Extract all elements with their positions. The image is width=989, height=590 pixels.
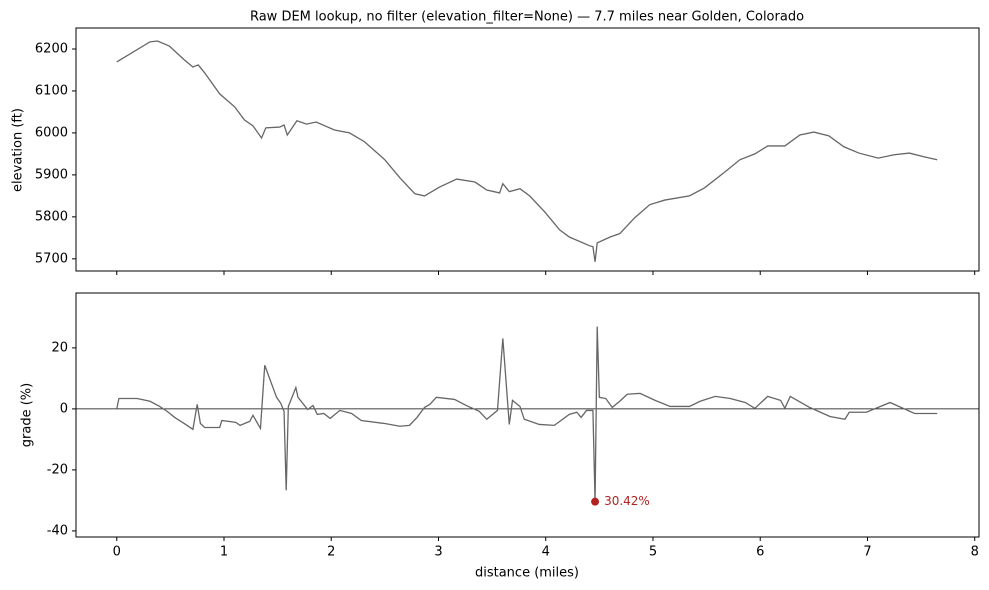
x-tick-label: 6 <box>756 545 764 560</box>
y-tick-label: 5700 <box>35 251 68 266</box>
highlight-label: 30.42% <box>604 494 650 508</box>
x-tick-label: 4 <box>542 545 550 560</box>
y-axis-label: grade (%) <box>20 383 35 447</box>
x-tick-label: 5 <box>649 545 657 560</box>
chart-title: Raw DEM lookup, no filter (elevation_fil… <box>250 10 804 25</box>
y-tick-label: 20 <box>51 340 68 355</box>
y-tick-label: 5900 <box>35 167 68 182</box>
y-tick-label: 0 <box>60 401 68 416</box>
y-tick-label: 6000 <box>35 125 68 140</box>
x-tick-label: 8 <box>971 545 979 560</box>
axes-frame <box>75 292 980 538</box>
y-tick-label: 6100 <box>35 83 68 98</box>
y-tick-label: 5800 <box>35 209 68 224</box>
y-axis-label: elevation (ft) <box>11 108 26 192</box>
line <box>116 326 938 502</box>
x-tick-label: 3 <box>434 545 442 560</box>
highlight-point <box>591 497 600 506</box>
y-tick-label: 6200 <box>35 41 68 56</box>
x-tick-label: 2 <box>327 545 335 560</box>
axes-frame <box>75 27 980 272</box>
x-tick-label: 7 <box>863 545 871 560</box>
x-tick-label: 0 <box>113 545 121 560</box>
y-tick-label: -20 <box>47 462 68 477</box>
x-tick-label: 1 <box>220 545 228 560</box>
x-axis-label: distance (miles) <box>475 566 579 581</box>
line <box>116 40 938 262</box>
y-tick-label: -40 <box>47 523 68 538</box>
